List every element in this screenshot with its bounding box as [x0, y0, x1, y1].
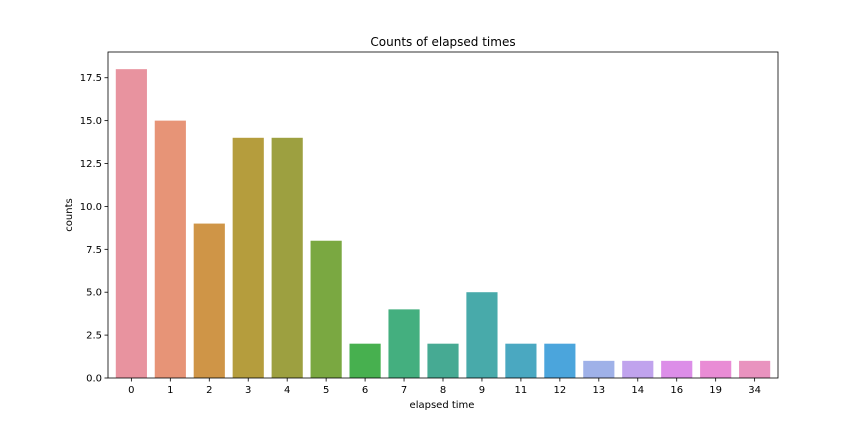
x-tick-label: 4: [284, 385, 290, 396]
x-tick-label: 5: [323, 385, 329, 396]
bar-3: [232, 137, 264, 378]
bar-11: [505, 343, 537, 378]
bar-16: [661, 360, 693, 378]
x-axis: 0 1 2 3 4 5 6 7 8 9 11 12 13 14 16 19 34: [128, 378, 761, 396]
y-tick-label: 15.0: [80, 116, 102, 127]
x-tick-label: 19: [709, 385, 722, 396]
x-tick-label: 16: [670, 385, 683, 396]
x-tick-label: 6: [362, 385, 368, 396]
chart-title: Counts of elapsed times: [370, 35, 515, 49]
x-tick-label: 13: [592, 385, 605, 396]
x-tick-label: 11: [515, 385, 528, 396]
bar-34: [739, 360, 771, 378]
y-tick-label: 2.5: [86, 331, 102, 342]
bar-9: [466, 292, 498, 378]
x-tick-label: 12: [553, 385, 566, 396]
bar-0: [115, 69, 147, 378]
bar-7: [388, 309, 420, 378]
bar-8: [427, 343, 459, 378]
bar-12: [544, 343, 576, 378]
y-tick-label: 12.5: [80, 159, 102, 170]
x-tick-label: 0: [128, 385, 134, 396]
y-tick-label: 10.0: [80, 202, 102, 213]
bar-13: [583, 360, 615, 378]
x-tick-label: 1: [167, 385, 173, 396]
x-tick-label: 7: [401, 385, 407, 396]
x-tick-label: 34: [748, 385, 761, 396]
bar-4: [271, 137, 303, 378]
x-tick-label: 2: [206, 385, 212, 396]
x-tick-label: 3: [245, 385, 251, 396]
bar-1: [154, 120, 186, 378]
bar-14: [622, 360, 654, 378]
x-tick-label: 9: [479, 385, 485, 396]
bar-2: [193, 223, 225, 378]
y-tick-label: 7.5: [86, 245, 102, 256]
x-tick-label: 14: [631, 385, 644, 396]
bar-6: [349, 343, 381, 378]
plot-frame: [107, 51, 779, 379]
y-tick-label: 0.0: [86, 374, 102, 385]
bars-group: [115, 69, 771, 378]
bar-5: [310, 240, 342, 378]
x-axis-label: elapsed time: [410, 400, 475, 411]
bar-19: [700, 360, 732, 378]
y-tick-label: 17.5: [80, 73, 102, 84]
y-axis: 0.0 2.5 5.0 7.5 10.0 12.5 15.0 17.5: [80, 73, 108, 385]
y-axis-label: counts: [64, 198, 75, 231]
x-tick-label: 8: [440, 385, 446, 396]
y-tick-label: 5.0: [86, 288, 102, 299]
